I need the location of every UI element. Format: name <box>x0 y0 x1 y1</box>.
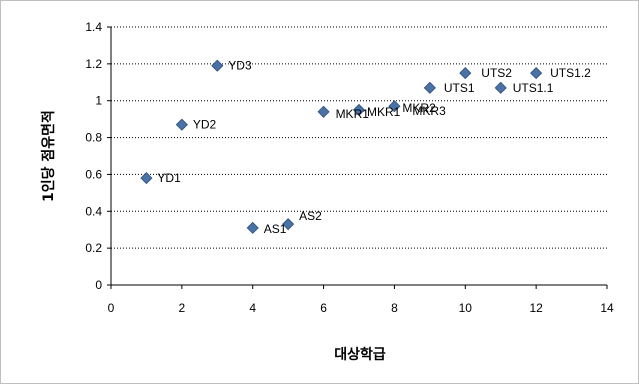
y-tick-label: 1.2 <box>85 57 102 71</box>
data-label: UTS1 <box>444 81 475 95</box>
data-label: AS2 <box>299 209 322 223</box>
data-label: UTS2 <box>481 66 512 80</box>
axes <box>107 26 608 289</box>
data-point <box>423 81 436 94</box>
data-point <box>282 218 295 231</box>
y-tick-label: 0.6 <box>85 167 102 181</box>
data-point <box>530 67 543 80</box>
data-point <box>211 59 224 72</box>
data-point <box>175 118 188 131</box>
data-label: MKR1 <box>367 105 401 119</box>
y-tick-label: 0 <box>95 278 102 292</box>
data-point <box>246 221 259 234</box>
data-label: MKR3 <box>412 104 446 118</box>
data-label: MKR1 <box>336 107 370 121</box>
x-tick-label: 14 <box>600 301 614 315</box>
data-label: YD2 <box>193 118 217 132</box>
x-tick-label: 10 <box>459 301 473 315</box>
x-tick-label: 4 <box>249 301 256 315</box>
data-point <box>459 67 472 80</box>
data-label: UTS1.1 <box>513 81 554 95</box>
gridlines <box>111 26 607 249</box>
y-tick-label: 1.4 <box>85 20 102 34</box>
data-point <box>388 100 401 113</box>
data-point <box>317 105 330 118</box>
data-label: YD3 <box>228 59 252 73</box>
data-label: YD1 <box>157 171 181 185</box>
x-tick-label: 12 <box>529 301 543 315</box>
data-points <box>140 59 543 234</box>
data-point <box>494 81 507 94</box>
x-axis-title: 대상학급 <box>334 347 386 363</box>
y-tick-label: 0.8 <box>85 131 102 145</box>
data-label: UTS1.2 <box>550 66 591 80</box>
data-label: MKR2 <box>402 101 436 115</box>
tick-labels: 0 0.2 0.4 0.6 0.8 1 1.2 1.4 0 2 4 6 8 10 12 14 <box>85 20 614 315</box>
x-tick-label: 2 <box>179 301 186 315</box>
x-tick-label: 8 <box>391 301 398 315</box>
data-point <box>352 103 366 116</box>
data-label: AS1 <box>264 222 287 236</box>
x-tick-label: 6 <box>320 301 327 315</box>
y-tick-label: 1 <box>95 94 102 108</box>
y-tick-label: 0.2 <box>85 241 102 255</box>
x-tick-label: 0 <box>108 301 115 315</box>
data-point <box>140 172 153 185</box>
y-tick-label: 0.4 <box>85 204 102 218</box>
y-axis-title: 1인당 점유면적 <box>40 110 57 202</box>
